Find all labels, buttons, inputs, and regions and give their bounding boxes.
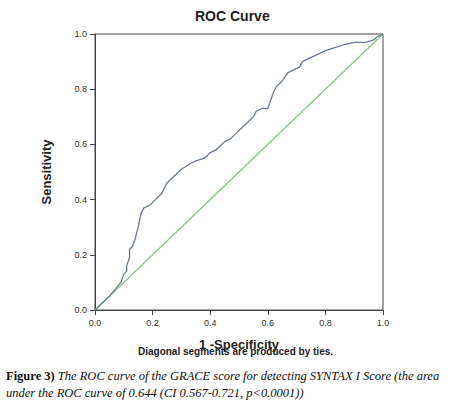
svg-text:ROC Curve: ROC Curve — [195, 8, 270, 24]
svg-text:Sensitivity: Sensitivity — [39, 139, 54, 205]
svg-text:0.2: 0.2 — [74, 250, 87, 260]
svg-text:0.6: 0.6 — [262, 318, 275, 328]
svg-text:0.6: 0.6 — [74, 139, 87, 149]
svg-text:0.2: 0.2 — [146, 318, 159, 328]
svg-text:1.0: 1.0 — [74, 29, 87, 39]
svg-text:0.4: 0.4 — [204, 318, 217, 328]
svg-text:0.0: 0.0 — [89, 318, 102, 328]
svg-text:0.8: 0.8 — [319, 318, 332, 328]
svg-text:0.0: 0.0 — [74, 305, 87, 315]
svg-text:0.8: 0.8 — [74, 84, 87, 94]
svg-text:0.4: 0.4 — [74, 195, 87, 205]
html-text:Figure 3) The ROC curve of the: Figure 3) The ROC curve of the GRACE sco… — [6, 369, 440, 400]
svg-text:Diagonal segments are produced: Diagonal segments are produced by ties. — [138, 345, 333, 357]
svg-text:1 -Specificity: 1 -Specificity — [199, 337, 280, 352]
svg-text:1.0: 1.0 — [377, 318, 390, 328]
